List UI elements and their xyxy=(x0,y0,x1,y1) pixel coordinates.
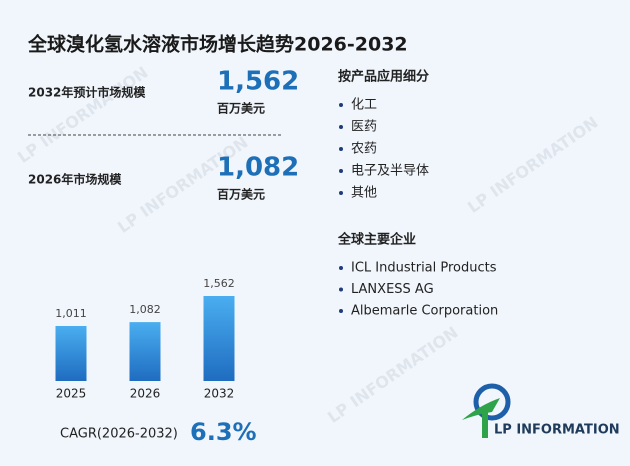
x-tick-label: 2025 xyxy=(56,387,87,401)
bar-value-label: 1,082 xyxy=(129,303,161,316)
stat-value: 1,562 xyxy=(217,67,299,97)
bullet xyxy=(339,266,343,270)
logo-ring xyxy=(473,383,511,421)
list-item: 其他 xyxy=(351,186,377,201)
bar-value-label: 1,011 xyxy=(55,307,87,320)
logo: LP INFORMATION xyxy=(462,383,620,438)
list-item: LANXESS AG xyxy=(351,282,434,297)
x-tick-label: 2026 xyxy=(130,387,161,401)
companies-title: 全球主要企业 xyxy=(337,232,416,248)
bullet xyxy=(339,169,343,173)
list-item: 农药 xyxy=(351,142,377,157)
logo-stem xyxy=(482,408,488,438)
stat-label: 2026年市场规模 xyxy=(28,172,122,187)
stat-unit: 百万美元 xyxy=(217,101,265,116)
bullet xyxy=(339,309,343,313)
list-item: 化工 xyxy=(351,98,377,113)
bullet xyxy=(339,147,343,151)
bullet xyxy=(339,191,343,195)
list-item: 医药 xyxy=(351,120,377,135)
logo-text: LP INFORMATION xyxy=(494,423,620,438)
list-item: 电子及半导体 xyxy=(351,164,429,179)
x-tick-label: 2032 xyxy=(204,387,235,401)
cagr-value: 6.3% xyxy=(190,418,257,446)
cagr-label: CAGR(2026-2032) xyxy=(60,427,178,442)
bar xyxy=(203,296,235,381)
bar-value-label: 1,562 xyxy=(203,277,235,290)
list-item: Albemarle Corporation xyxy=(351,304,498,319)
list-item: ICL Industrial Products xyxy=(351,261,497,276)
bullet xyxy=(339,125,343,129)
title: 全球溴化氢水溶液市场增长趋势2026-2032 xyxy=(27,33,408,56)
stat-unit: 百万美元 xyxy=(217,187,265,202)
stat-label: 2032年预计市场规模 xyxy=(28,85,146,100)
bullet xyxy=(339,287,343,292)
segments-title: 按产品应用细分 xyxy=(338,69,429,85)
bar xyxy=(129,322,161,381)
logo-swoosh xyxy=(462,398,500,420)
bullet xyxy=(339,103,343,107)
bar xyxy=(55,325,87,381)
stat-value: 1,082 xyxy=(217,153,299,183)
